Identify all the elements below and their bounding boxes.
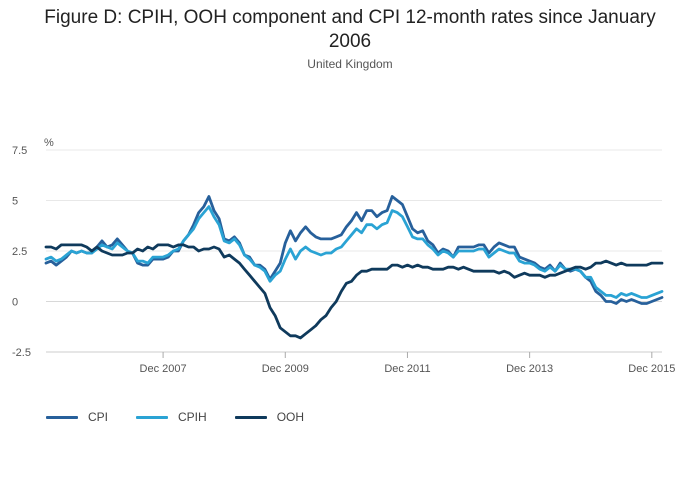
- series-line-ooh[interactable]: [44, 243, 664, 340]
- series-line-cpih[interactable]: [44, 205, 664, 299]
- legend-item-ooh[interactable]: OOH: [234, 410, 305, 424]
- axes: 7.5 5 2.5 0 -2.5% Dec 2007 Dec 2009 Dec 2011 Dec…: [12, 137, 675, 375]
- legend-swatch: [136, 415, 169, 419]
- legend-swatch: [234, 415, 267, 419]
- x-tick-label: Dec 2015: [628, 363, 675, 375]
- legend-label: CPI: [88, 410, 109, 424]
- legend-swatch: [46, 415, 78, 419]
- x-tick-label: Dec 2013: [506, 363, 553, 375]
- y-axis-label: %: [44, 137, 54, 149]
- legend-item-cpi[interactable]: CPI: [46, 410, 108, 424]
- series-lines: [44, 195, 664, 340]
- y-tick-label: 5: [12, 196, 18, 208]
- x-tick-label: Dec 2009: [262, 363, 309, 375]
- y-tick-label: 7.5: [12, 145, 27, 157]
- y-tick-label: 2.5: [12, 246, 27, 258]
- gridlines: [46, 149, 662, 353]
- y-tick-label: 0: [12, 297, 18, 309]
- y-tick-label: -2.5: [12, 347, 31, 359]
- legend-label: CPIH: [178, 410, 207, 424]
- legend-item-cpih[interactable]: CPIH: [136, 410, 207, 424]
- legend: CPI CPIH OOH: [46, 407, 332, 427]
- x-tick-label: Dec 2011: [384, 363, 430, 375]
- x-tick-label: Dec 2007: [140, 363, 187, 375]
- legend-label: OOH: [276, 410, 305, 424]
- chart-title: Figure D: CPIH, OOH component and CPI 12…: [44, 7, 656, 52]
- chart-subtitle: United Kingdom: [307, 57, 393, 71]
